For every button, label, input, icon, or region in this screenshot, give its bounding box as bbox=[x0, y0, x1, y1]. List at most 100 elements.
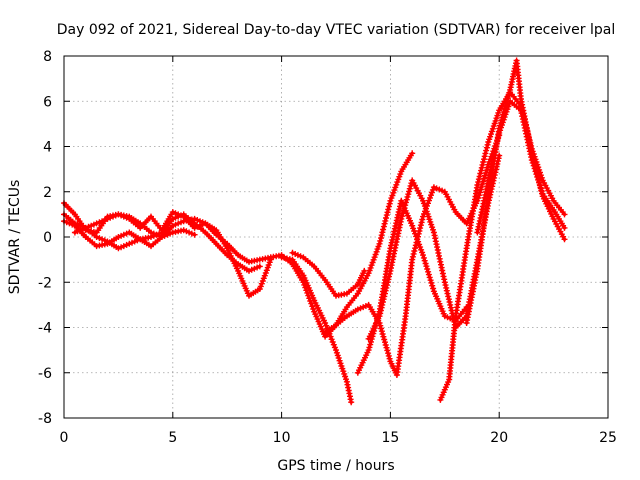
data-point bbox=[465, 246, 469, 250]
data-series bbox=[289, 249, 368, 299]
data-point bbox=[508, 88, 512, 92]
data-point bbox=[367, 337, 371, 341]
series-markers bbox=[61, 200, 274, 299]
data-point bbox=[454, 314, 458, 318]
data-point bbox=[395, 373, 399, 377]
data-point bbox=[116, 235, 120, 239]
data-point bbox=[193, 233, 197, 237]
data-point bbox=[116, 246, 120, 250]
series-trail bbox=[438, 90, 567, 402]
data-point bbox=[388, 269, 392, 273]
data-point bbox=[399, 217, 403, 221]
data-point bbox=[410, 178, 414, 182]
data-point bbox=[138, 226, 142, 230]
data-point bbox=[127, 230, 131, 235]
data-point bbox=[312, 310, 316, 314]
data-point bbox=[149, 235, 153, 239]
data-point bbox=[247, 294, 251, 298]
data-point bbox=[171, 210, 175, 214]
data-point bbox=[443, 280, 447, 284]
data-point bbox=[443, 190, 447, 194]
y-axis-label: SDTVAR / TECUs bbox=[7, 180, 23, 295]
y-tick-label: -6 bbox=[38, 366, 52, 382]
data-point bbox=[497, 108, 501, 112]
data-point bbox=[182, 219, 186, 223]
data-point bbox=[105, 217, 110, 221]
series-trail bbox=[280, 255, 353, 404]
data-point bbox=[399, 169, 403, 173]
data-series bbox=[71, 211, 198, 240]
data-point bbox=[138, 221, 142, 225]
data-point bbox=[465, 321, 469, 325]
data-point bbox=[323, 278, 327, 282]
data-point bbox=[301, 273, 305, 278]
data-point bbox=[182, 212, 186, 216]
data-point bbox=[345, 314, 349, 318]
data-point bbox=[116, 212, 120, 216]
data-point bbox=[225, 253, 229, 257]
data-point bbox=[95, 235, 99, 239]
data-point bbox=[182, 228, 186, 232]
data-point bbox=[345, 380, 349, 384]
y-tick-label: 2 bbox=[43, 185, 52, 201]
data-point bbox=[290, 251, 295, 255]
data-point bbox=[552, 208, 556, 212]
data-point bbox=[497, 131, 501, 135]
data-point bbox=[149, 244, 153, 248]
data-point bbox=[225, 242, 229, 246]
series-markers bbox=[437, 89, 568, 403]
data-point bbox=[475, 183, 479, 187]
data-point bbox=[410, 151, 414, 155]
series-markers bbox=[278, 254, 355, 406]
data-point bbox=[367, 303, 371, 307]
data-point bbox=[73, 221, 77, 225]
data-point bbox=[193, 221, 197, 225]
y-tick-label: -2 bbox=[38, 275, 52, 291]
data-point bbox=[323, 335, 327, 339]
data-point bbox=[247, 260, 251, 264]
y-tick-label: 4 bbox=[43, 140, 52, 156]
data-point bbox=[367, 271, 371, 275]
data-point bbox=[388, 199, 392, 203]
data-point bbox=[486, 163, 490, 167]
data-point bbox=[334, 323, 338, 327]
data-point bbox=[432, 230, 436, 235]
data-point bbox=[541, 192, 545, 196]
data-point bbox=[421, 199, 425, 203]
data-point bbox=[562, 237, 567, 241]
data-point bbox=[345, 305, 349, 309]
data-series bbox=[322, 132, 503, 378]
data-point bbox=[530, 158, 534, 162]
data-point bbox=[552, 199, 556, 203]
data-point bbox=[236, 269, 240, 273]
data-point bbox=[203, 230, 207, 235]
data-point bbox=[280, 255, 284, 259]
data-point bbox=[541, 178, 545, 182]
data-point bbox=[475, 267, 479, 271]
data-point bbox=[475, 230, 479, 235]
data-point bbox=[486, 178, 490, 182]
data-point bbox=[160, 230, 164, 235]
data-point bbox=[356, 371, 360, 375]
data-point bbox=[421, 215, 425, 219]
data-point bbox=[269, 255, 273, 259]
x-tick-label: 20 bbox=[490, 430, 508, 446]
data-point bbox=[84, 235, 88, 239]
x-tick-label: 10 bbox=[273, 430, 291, 446]
data-point bbox=[127, 215, 131, 219]
data-point bbox=[127, 242, 131, 246]
data-point bbox=[519, 97, 523, 101]
data-point bbox=[247, 269, 251, 273]
x-tick-label: 25 bbox=[599, 430, 617, 446]
data-point bbox=[214, 242, 218, 246]
y-tick-label: 0 bbox=[43, 230, 52, 246]
plot-series bbox=[61, 57, 568, 406]
data-point bbox=[73, 212, 77, 216]
data-point bbox=[432, 185, 436, 189]
data-point bbox=[377, 314, 382, 318]
data-point bbox=[323, 330, 327, 334]
data-point bbox=[367, 348, 371, 352]
chart-title: Day 092 of 2021, Sidereal Day-to-day VTE… bbox=[57, 22, 615, 38]
data-point bbox=[388, 246, 392, 250]
data-point bbox=[356, 292, 360, 296]
